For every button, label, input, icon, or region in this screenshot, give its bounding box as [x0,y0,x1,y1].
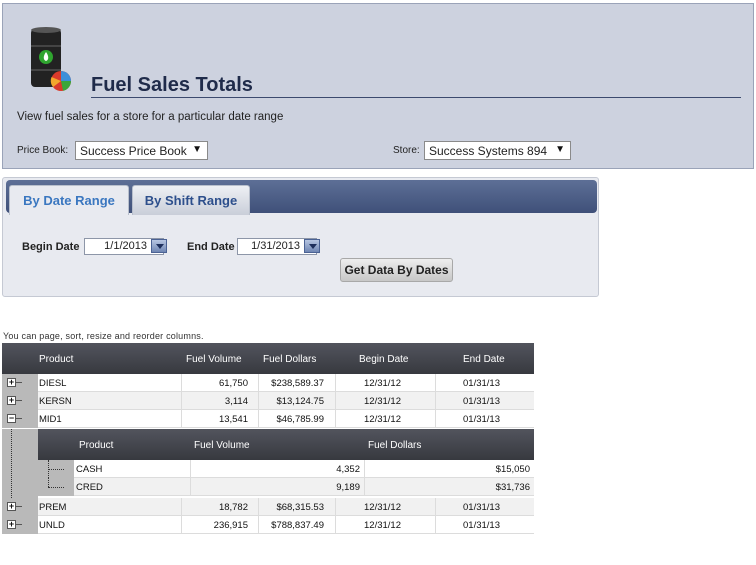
fuel-volume-cell: 236,915 [213,520,248,531]
tab-by-date-range[interactable]: By Date Range [9,185,129,215]
fuel-barrel-icon [31,27,71,91]
fuel-volume-cell: 61,750 [218,378,248,389]
begin-date-cell: 12/31/12 [364,378,401,389]
expand-icon[interactable]: + [7,377,16,387]
end-date-calendar-icon[interactable] [304,239,320,253]
detail-row[interactable]: CASH 4,352 $15,050 [38,460,534,478]
table-row[interactable]: + PREM 18,782 $68,315.53 12/31/12 01/31/… [2,498,534,516]
price-book-select[interactable]: Success Price Book ▼ [75,141,208,160]
fuel-volume-cell: 13,541 [218,414,248,425]
fuel-dollars-cell: $13,124.75 [276,396,324,407]
fuel-volume-cell: 3,114 [224,396,248,407]
column-header-fuel-dollars[interactable]: Fuel Dollars [263,354,317,365]
table-row[interactable]: + KERSN 3,114 $13,124.75 12/31/12 01/31/… [2,392,534,410]
page-description: View fuel sales for a store for a partic… [17,111,284,123]
price-book-label: Price Book: [17,145,69,156]
fuel-volume-cell: 18,782 [218,502,248,513]
column-header-end-date[interactable]: End Date [463,354,505,365]
column-header-begin-date[interactable]: Begin Date [359,354,409,365]
detail-fuel-dollars-cell: $15,050 [495,464,530,475]
product-cell: KERSN [39,396,72,407]
detail-fuel-volume-cell: 9,189 [336,482,360,493]
fuel-dollars-cell: $46,785.99 [276,414,324,425]
detail-fuel-dollars-cell: $31,736 [495,482,530,493]
fuel-dollars-cell: $68,315.53 [276,502,324,513]
collapse-icon[interactable]: − [7,413,16,423]
store-label: Store: [393,145,420,156]
product-cell: UNLD [39,520,65,531]
fuel-sales-grid: Product Fuel Volume Fuel Dollars Begin D… [2,343,534,534]
table-row[interactable]: + DIESL 61,750 $238,589.37 12/31/12 01/3… [2,374,534,392]
detail-column-header-fuel-dollars[interactable]: Fuel Dollars [368,440,422,451]
end-date-cell: 01/31/13 [463,414,500,425]
expand-icon[interactable]: + [7,501,16,511]
begin-date-cell: 12/31/12 [364,414,401,425]
table-row[interactable]: + UNLD 236,915 $788,837.49 12/31/12 01/3… [2,516,534,534]
detail-product-cell: CASH [76,464,103,475]
detail-product-cell: CRED [76,482,103,493]
page-title: Fuel Sales Totals [91,74,253,96]
tab-strip: By Date Range By Shift Range [6,180,597,215]
expand-icon[interactable]: + [7,395,16,405]
expand-icon[interactable]: + [7,519,16,529]
detail-fuel-volume-cell: 4,352 [336,464,360,475]
end-date-input[interactable]: 1/31/2013 [237,238,317,255]
fuel-dollars-cell: $238,589.37 [271,378,324,389]
header-panel: Fuel Sales Totals View fuel sales for a … [2,3,754,169]
column-header-product[interactable]: Product [39,354,74,365]
end-date-cell: 01/31/13 [463,502,500,513]
column-header-fuel-volume[interactable]: Fuel Volume [186,354,242,365]
chevron-down-icon: ▼ [192,144,202,155]
title-divider [91,97,741,98]
end-date-cell: 01/31/13 [463,378,500,389]
begin-date-cell: 12/31/12 [364,502,401,513]
detail-row[interactable]: CRED 9,189 $31,736 [38,478,534,496]
store-value: Success Systems 894 [429,144,548,158]
detail-column-header-fuel-volume[interactable]: Fuel Volume [194,440,250,451]
detail-header: Product Fuel Volume Fuel Dollars [38,429,534,460]
store-select[interactable]: Success Systems 894 ▼ [424,141,571,160]
grid-hint: You can page, sort, resize and reorder c… [3,331,204,341]
product-cell: PREM [39,502,67,513]
chevron-down-icon: ▼ [555,144,565,155]
tab-by-shift-range[interactable]: By Shift Range [132,185,250,215]
grid-header: Product Fuel Volume Fuel Dollars Begin D… [2,343,534,374]
table-row[interactable]: − MID1 13,541 $46,785.99 12/31/12 01/31/… [2,410,534,428]
detail-table: Product Fuel Volume Fuel Dollars CASH 4,… [2,429,534,498]
detail-column-header-product[interactable]: Product [79,440,114,451]
begin-date-cell: 12/31/12 [364,396,401,407]
begin-date-input[interactable]: 1/1/2013 [84,238,164,255]
get-data-by-dates-button[interactable]: Get Data By Dates [340,258,453,282]
begin-date-cell: 12/31/12 [364,520,401,531]
price-book-value: Success Price Book [80,144,187,158]
begin-date-label: Begin Date [22,241,80,253]
begin-date-calendar-icon[interactable] [151,239,167,253]
product-cell: MID1 [39,414,62,425]
fuel-dollars-cell: $788,837.49 [271,520,324,531]
end-date-label: End Date [187,241,235,253]
product-cell: DIESL [39,378,67,389]
date-range-panel: By Date Range By Shift Range Begin Date … [2,177,599,297]
end-date-cell: 01/31/13 [463,520,500,531]
end-date-cell: 01/31/13 [463,396,500,407]
